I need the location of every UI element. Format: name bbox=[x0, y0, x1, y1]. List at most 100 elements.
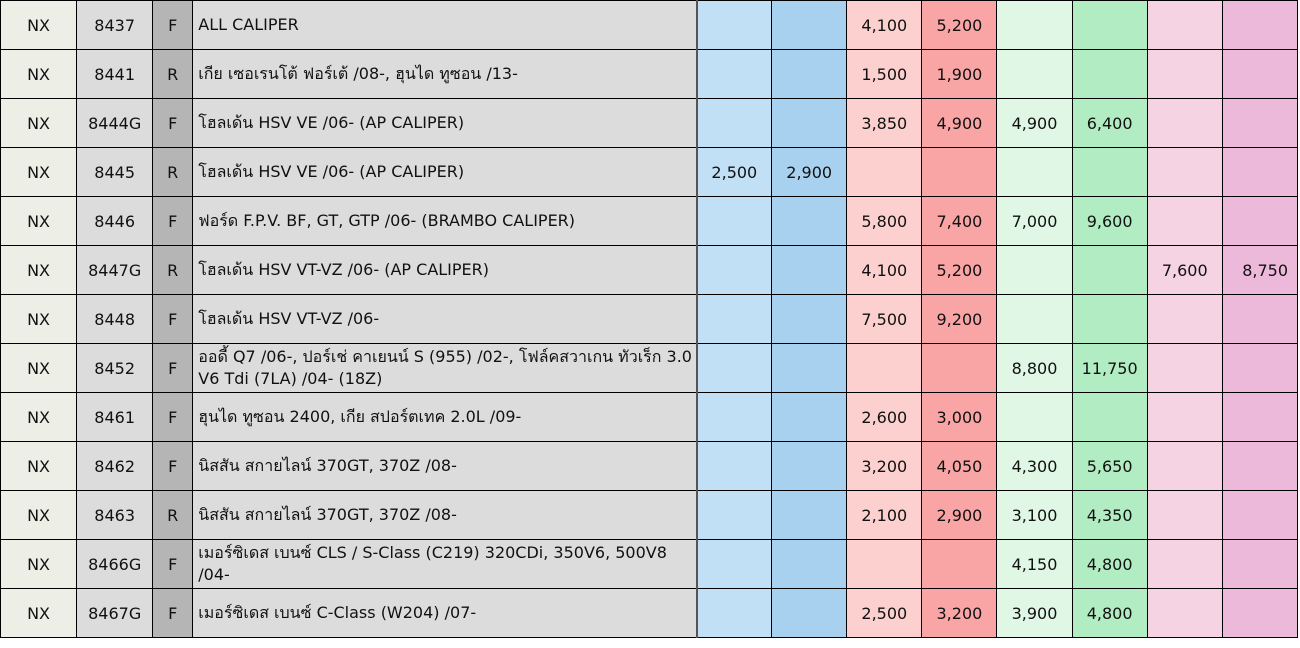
price-blue-1-cell bbox=[696, 441, 773, 491]
brand-cell: NX bbox=[0, 294, 78, 344]
price-blue-2-cell bbox=[771, 539, 848, 589]
price-pink-1-cell bbox=[1146, 441, 1223, 491]
brand-cell: NX bbox=[0, 196, 78, 246]
part-number-cell: 8444G bbox=[76, 98, 154, 148]
part-number-cell: 8467G bbox=[76, 588, 154, 638]
price-blue-1-cell bbox=[696, 490, 773, 540]
part-number-cell: 8437 bbox=[76, 0, 154, 50]
price-pink-1-cell bbox=[1146, 490, 1223, 540]
price-pink-1-cell bbox=[1146, 98, 1223, 148]
price-pink-2-cell bbox=[1221, 588, 1299, 638]
price-blue-1-cell bbox=[696, 392, 773, 442]
table-row: NX 8441 R เกีย เซอเรนโต้ ฟอร์เต้ /08-, ฮุนไ… bbox=[0, 49, 1299, 99]
price-blue-1-cell bbox=[696, 98, 773, 148]
price-pink-1-cell bbox=[1146, 539, 1223, 589]
price-red-2-cell: 1,900 bbox=[921, 49, 998, 99]
table-row: NX 8461 F ฮุนได ทูซอน 2400, เกีย สปอร์ตเทค … bbox=[0, 392, 1299, 442]
table-row: NX 8463 R นิสสัน สกายไลน์ 370GT, 370Z /08- 2… bbox=[0, 490, 1299, 540]
price-pink-2-cell: 8,750 bbox=[1221, 245, 1299, 295]
price-blue-1-cell bbox=[696, 588, 773, 638]
description-cell: ฟอร์ด F.P.V. BF, GT, GTP /06- (BRAMBO CA… bbox=[192, 196, 698, 246]
price-green-2-cell bbox=[1071, 49, 1148, 99]
price-green-1-cell bbox=[996, 245, 1073, 295]
price-pink-1-cell bbox=[1146, 0, 1223, 50]
price-red-2-cell: 9,200 bbox=[921, 294, 998, 344]
price-green-2-cell: 11,750 bbox=[1071, 343, 1148, 393]
price-green-1-cell bbox=[996, 49, 1073, 99]
price-blue-2-cell bbox=[771, 490, 848, 540]
price-pink-1-cell bbox=[1146, 49, 1223, 99]
price-green-2-cell bbox=[1071, 392, 1148, 442]
table-row: NX 8437 F ALL CALIPER 4,100 5,200 bbox=[0, 0, 1299, 50]
price-red-2-cell bbox=[921, 539, 998, 589]
price-pink-2-cell bbox=[1221, 392, 1299, 442]
position-cell: R bbox=[152, 490, 194, 540]
price-pink-2-cell bbox=[1221, 147, 1299, 197]
price-red-2-cell bbox=[921, 147, 998, 197]
position-cell: F bbox=[152, 539, 194, 589]
price-pink-2-cell bbox=[1221, 294, 1299, 344]
price-blue-2-cell bbox=[771, 196, 848, 246]
price-red-1-cell: 2,500 bbox=[846, 588, 923, 638]
price-blue-1-cell: 2,500 bbox=[696, 147, 773, 197]
price-green-1-cell: 3,100 bbox=[996, 490, 1073, 540]
price-red-1-cell: 2,600 bbox=[846, 392, 923, 442]
table-row: NX 8446 F ฟอร์ด F.P.V. BF, GT, GTP /06- (BR… bbox=[0, 196, 1299, 246]
position-cell: R bbox=[152, 49, 194, 99]
price-pink-1-cell bbox=[1146, 343, 1223, 393]
table-row: NX 8444G F โฮลเด้น HSV VE /06- (AP CALIPER)… bbox=[0, 98, 1299, 148]
price-pink-2-cell bbox=[1221, 49, 1299, 99]
brand-cell: NX bbox=[0, 147, 78, 197]
price-blue-1-cell bbox=[696, 0, 773, 50]
price-blue-2-cell bbox=[771, 343, 848, 393]
part-number-cell: 8445 bbox=[76, 147, 154, 197]
price-pink-2-cell bbox=[1221, 441, 1299, 491]
brand-cell: NX bbox=[0, 490, 78, 540]
price-blue-2-cell bbox=[771, 98, 848, 148]
description-cell: นิสสัน สกายไลน์ 370GT, 370Z /08- bbox=[192, 441, 698, 491]
price-green-1-cell bbox=[996, 392, 1073, 442]
part-number-cell: 8448 bbox=[76, 294, 154, 344]
position-cell: F bbox=[152, 343, 194, 393]
brand-cell: NX bbox=[0, 441, 78, 491]
brand-cell: NX bbox=[0, 539, 78, 589]
price-green-2-cell bbox=[1071, 245, 1148, 295]
table-row: NX 8445 R โฮลเด้น HSV VE /06- (AP CALIPER) 2… bbox=[0, 147, 1299, 197]
price-pink-2-cell bbox=[1221, 98, 1299, 148]
price-blue-2-cell bbox=[771, 294, 848, 344]
part-number-cell: 8462 bbox=[76, 441, 154, 491]
price-green-1-cell bbox=[996, 294, 1073, 344]
price-green-2-cell: 5,650 bbox=[1071, 441, 1148, 491]
price-green-2-cell bbox=[1071, 0, 1148, 50]
description-cell: ALL CALIPER bbox=[192, 0, 698, 50]
description-cell: เกีย เซอเรนโต้ ฟอร์เต้ /08-, ฮุนได ทูซอน… bbox=[192, 49, 698, 99]
price-blue-1-cell bbox=[696, 245, 773, 295]
price-pink-1-cell bbox=[1146, 196, 1223, 246]
description-cell: โฮลเด้น HSV VE /06- (AP CALIPER) bbox=[192, 98, 698, 148]
part-number-cell: 8461 bbox=[76, 392, 154, 442]
price-red-2-cell: 3,000 bbox=[921, 392, 998, 442]
price-red-1-cell: 4,100 bbox=[846, 0, 923, 50]
price-pink-2-cell bbox=[1221, 490, 1299, 540]
price-red-1-cell: 2,100 bbox=[846, 490, 923, 540]
table-row: NX 8462 F นิสสัน สกายไลน์ 370GT, 370Z /08- 3… bbox=[0, 441, 1299, 491]
description-cell: เมอร์ซิเดส เบนซ์ C-Class (W204) /07- bbox=[192, 588, 698, 638]
price-red-2-cell: 2,900 bbox=[921, 490, 998, 540]
position-cell: F bbox=[152, 98, 194, 148]
price-red-2-cell: 3,200 bbox=[921, 588, 998, 638]
price-green-1-cell: 7,000 bbox=[996, 196, 1073, 246]
price-blue-1-cell bbox=[696, 343, 773, 393]
price-red-1-cell: 5,800 bbox=[846, 196, 923, 246]
position-cell: F bbox=[152, 392, 194, 442]
price-green-2-cell: 9,600 bbox=[1071, 196, 1148, 246]
part-number-cell: 8463 bbox=[76, 490, 154, 540]
price-red-2-cell: 5,200 bbox=[921, 0, 998, 50]
price-green-1-cell: 4,900 bbox=[996, 98, 1073, 148]
part-number-cell: 8447G bbox=[76, 245, 154, 295]
brand-cell: NX bbox=[0, 49, 78, 99]
price-blue-1-cell bbox=[696, 196, 773, 246]
price-green-2-cell: 4,800 bbox=[1071, 588, 1148, 638]
price-green-1-cell: 8,800 bbox=[996, 343, 1073, 393]
